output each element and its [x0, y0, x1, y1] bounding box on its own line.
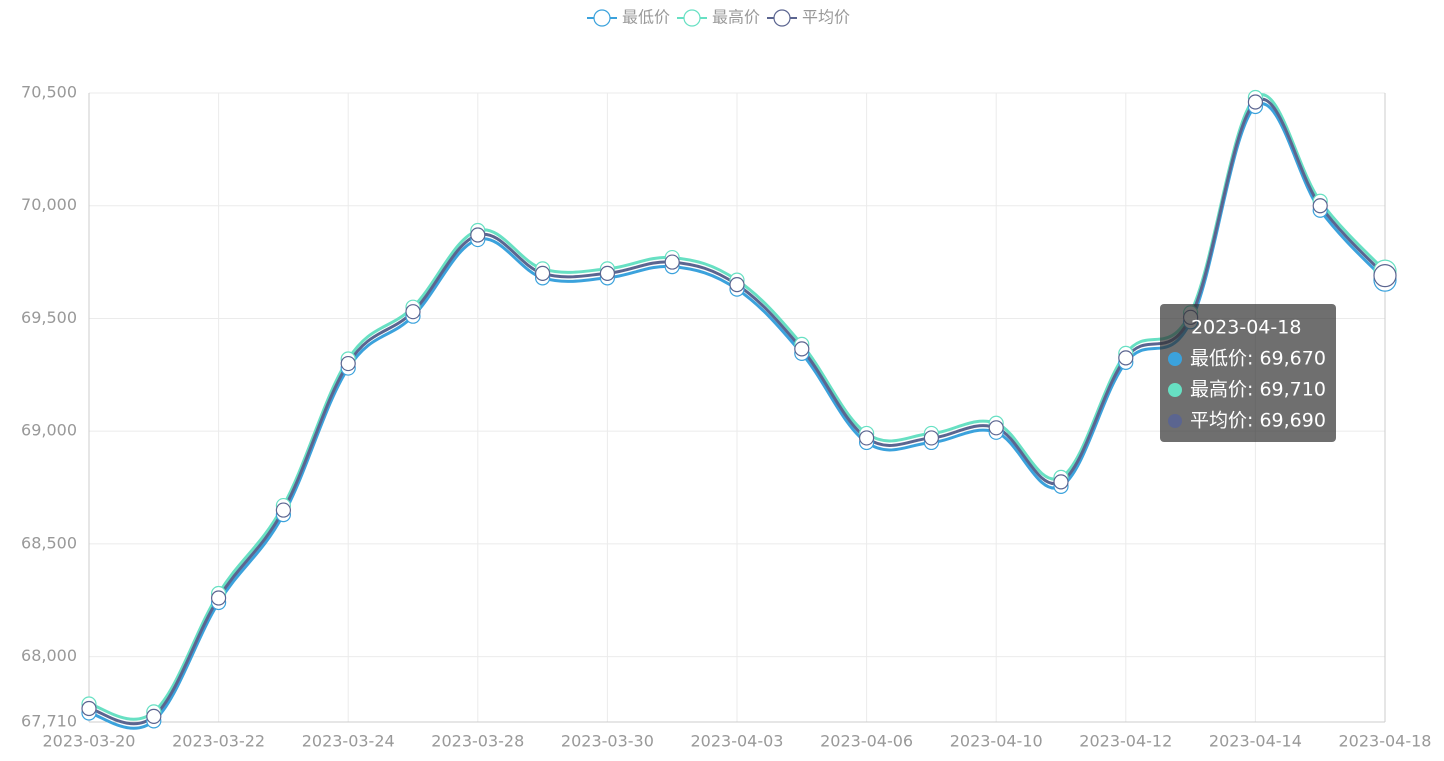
x-tick-label: 2023-04-12: [1079, 732, 1172, 751]
tooltip-dot: [1168, 352, 1182, 366]
x-tick-label: 2023-03-24: [302, 732, 395, 751]
point: [1053, 474, 1069, 490]
legend-marker: [593, 9, 611, 27]
x-tick-label: 2023-03-22: [172, 732, 265, 751]
point: [923, 430, 940, 446]
x-tick-label: 2023-04-14: [1209, 732, 1302, 751]
x-tick-label: 2023-03-30: [561, 732, 654, 751]
tooltip-dot: [1168, 383, 1182, 397]
tooltip-dot: [1168, 414, 1182, 428]
y-tick-label: 67,710: [21, 712, 77, 731]
x-tick-label: 2023-04-06: [820, 732, 913, 751]
point: [1312, 198, 1328, 214]
series-line: [88, 93, 1387, 721]
point: [858, 430, 875, 446]
point: [470, 227, 486, 243]
y-tick-label: 70,500: [21, 83, 77, 102]
point: [599, 265, 616, 281]
point: [211, 590, 227, 606]
legend-label: 平均价: [802, 8, 850, 27]
x-tick-label: 2023-04-10: [950, 732, 1043, 751]
y-tick-label: 68,500: [21, 533, 77, 552]
y-tick-label: 69,000: [21, 421, 77, 440]
tooltip: 2023-04-18 最低价: 69,670 最高价: 69,710 平均价: 69,…: [1160, 304, 1336, 442]
point: [988, 420, 1004, 436]
tooltip-line: 最低价: 69,670: [1190, 348, 1326, 370]
legend: 最低价 最高价 平均价: [587, 8, 850, 27]
plot: [81, 89, 1397, 730]
legend-marker: [773, 9, 791, 27]
grid: 67,710 68,000 68,500 69,000 69,500 70,000 70,5…: [21, 83, 1431, 751]
tooltip-line: 平均价: 69,690: [1190, 410, 1326, 432]
y-tick-label: 69,500: [21, 308, 77, 327]
y-tick-label: 68,000: [21, 646, 77, 665]
x-tick-label: 2023-03-28: [431, 732, 524, 751]
point: [664, 254, 680, 270]
point: [1373, 264, 1397, 288]
point: [1247, 94, 1264, 110]
point: [275, 502, 291, 518]
x-tick-label: 2023-04-03: [691, 732, 784, 751]
point: [340, 355, 356, 372]
point: [794, 341, 810, 357]
point: [146, 708, 162, 724]
point: [729, 277, 745, 293]
x-tick-label: 2023-03-20: [43, 732, 136, 751]
tooltip-box: [1160, 304, 1336, 442]
legend-label: 最高价: [712, 8, 760, 27]
tooltip-line: 最高价: 69,710: [1190, 379, 1326, 401]
y-tick-label: 70,000: [21, 195, 77, 214]
x-tick-label: 2023-04-18: [1339, 732, 1432, 751]
legend-label: 最低价: [622, 8, 670, 27]
point: [405, 304, 421, 320]
point: [81, 700, 97, 717]
tooltip-title: 2023-04-18: [1191, 317, 1301, 339]
point: [1118, 350, 1134, 366]
point: [534, 265, 551, 281]
legend-marker: [683, 9, 701, 27]
